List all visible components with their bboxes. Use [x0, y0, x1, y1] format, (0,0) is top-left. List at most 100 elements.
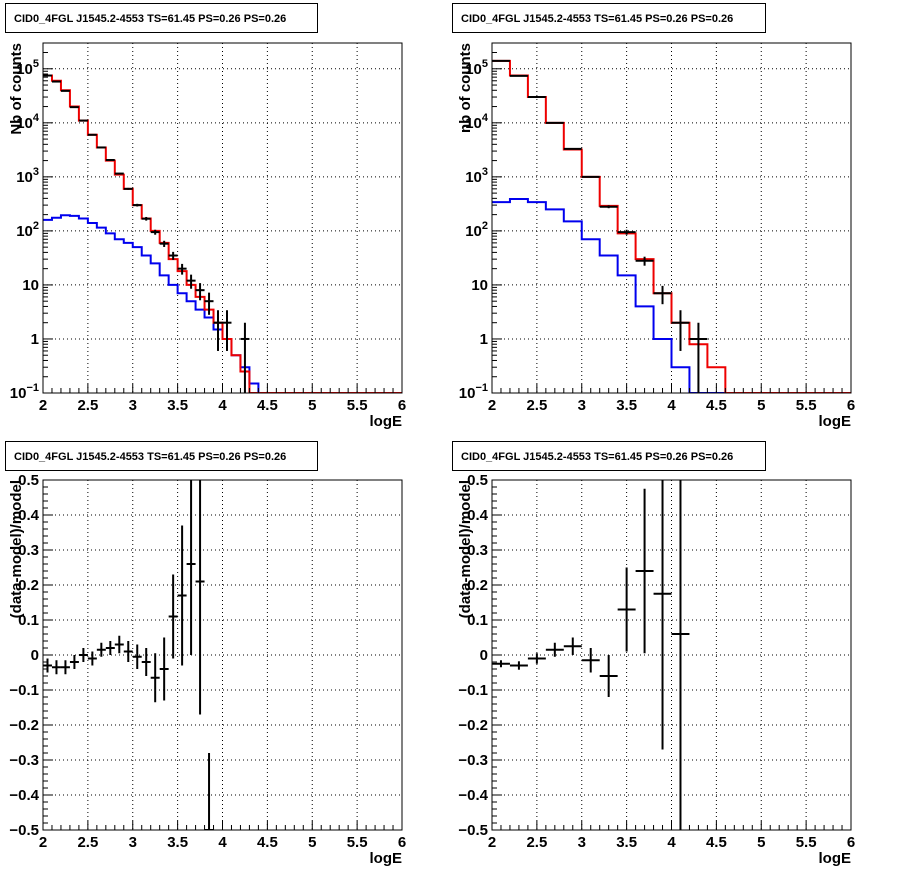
y-tick-label: 0.4	[467, 507, 489, 524]
data-point	[159, 637, 169, 701]
y-tick-label: 0	[31, 647, 39, 664]
data-point	[617, 229, 636, 235]
data-point	[43, 658, 52, 673]
data-point	[141, 648, 151, 676]
data-point	[689, 322, 708, 393]
panel-2-title: CID0_4FGL J1545.2-4553 TS=61.45 PS=0.26 …	[452, 3, 766, 33]
x-tick-label: 4.5	[706, 397, 727, 414]
data-point	[204, 753, 214, 830]
data-point	[599, 205, 618, 209]
y-tick-label: −0.2	[9, 717, 39, 734]
y-tick-label: 103	[465, 166, 488, 186]
data-point	[132, 644, 142, 669]
panel-4-title: CID0_4FGL J1545.2-4553 TS=61.45 PS=0.26 …	[452, 441, 766, 471]
x-tick-label: 3.5	[616, 834, 637, 851]
x-tick-label: 3.5	[616, 397, 637, 414]
x-tick-label: 3	[129, 834, 137, 851]
plot-area	[43, 480, 214, 830]
data-point	[599, 655, 618, 697]
y-axis-title: (data-model)/model	[457, 480, 474, 618]
x-tick-label: 6	[398, 834, 406, 851]
data-point	[240, 322, 250, 393]
x-tick-label: 5	[757, 834, 765, 851]
data-point	[581, 175, 600, 178]
data-point	[132, 203, 142, 207]
data-point	[105, 159, 115, 162]
x-tick-label: 6	[847, 834, 855, 851]
x-tick-label: 5	[308, 834, 316, 851]
x-tick-label: 4	[667, 397, 676, 414]
x-tick-label: 5.5	[796, 397, 817, 414]
data-point	[114, 172, 124, 175]
y-tick-label: 0.3	[18, 542, 39, 559]
data-point	[177, 263, 187, 275]
y-tick-label: −0.4	[9, 787, 39, 804]
y-axis-title: (data-model)/model	[8, 480, 25, 618]
x-axis-title: logE	[819, 413, 852, 430]
data-point	[87, 133, 97, 136]
x-tick-label: 2.5	[526, 834, 547, 851]
data-point	[168, 251, 178, 260]
data-point	[114, 635, 124, 654]
data-point	[51, 660, 61, 675]
x-tick-label: 2	[39, 397, 47, 414]
x-tick-label: 5.5	[347, 397, 368, 414]
y-tick-label: 0.1	[18, 612, 39, 629]
plot-area	[43, 74, 402, 393]
histogram-series-1	[43, 214, 402, 393]
histogram-series-1	[492, 197, 851, 393]
x-tick-label: 4.5	[257, 834, 278, 851]
x-tick-label: 4	[218, 834, 227, 851]
data-point	[563, 147, 582, 150]
y-tick-label: 102	[16, 220, 39, 240]
y-tick-label: 103	[16, 166, 39, 186]
panel-3-title: CID0_4FGL J1545.2-4553 TS=61.45 PS=0.26 …	[5, 441, 318, 471]
x-tick-label: 3	[578, 834, 586, 851]
x-tick-label: 4	[667, 834, 676, 851]
x-tick-label: 2	[488, 834, 496, 851]
x-tick-label: 6	[847, 397, 855, 414]
data-point	[159, 240, 169, 247]
data-point	[69, 655, 79, 669]
data-point	[545, 642, 564, 657]
y-tick-label: 0.2	[18, 577, 39, 594]
x-tick-label: 3	[578, 397, 586, 414]
x-tick-label: 2.5	[77, 834, 98, 851]
data-point	[141, 216, 151, 221]
y-tick-label: 105	[16, 58, 39, 78]
data-point	[78, 648, 88, 662]
y-axis-title: Nb of counts	[8, 43, 25, 135]
data-point	[617, 567, 636, 652]
x-tick-label: 4.5	[257, 397, 278, 414]
y-tick-label: 10	[22, 277, 39, 294]
y-tick-label: 10−1	[459, 382, 488, 402]
x-axis-title: logE	[370, 413, 403, 430]
data-point	[195, 480, 205, 715]
y-tick-label: −0.3	[458, 752, 488, 769]
x-tick-label: 2.5	[526, 397, 547, 414]
panel-1-title: CID0_4FGL J1545.2-4553 TS=61.45 PS=0.26 …	[5, 3, 318, 33]
y-tick-label: 0.1	[467, 612, 488, 629]
x-tick-label: 2	[488, 397, 496, 414]
y-tick-label: 0.5	[467, 472, 488, 489]
plot-area	[492, 480, 690, 830]
data-point	[186, 480, 196, 655]
data-point	[222, 310, 232, 351]
data-point	[563, 637, 582, 655]
data-point	[87, 651, 97, 666]
y-axis-title: nb of counts	[457, 43, 474, 133]
x-tick-label: 5.5	[796, 834, 817, 851]
data-point	[653, 285, 672, 305]
y-tick-label: 1	[480, 331, 488, 348]
y-tick-label: −0.4	[458, 787, 488, 804]
y-tick-label: −0.5	[458, 822, 488, 839]
data-point	[492, 660, 510, 668]
data-point	[509, 661, 528, 670]
x-tick-label: 2.5	[77, 397, 98, 414]
y-tick-label: 0	[480, 647, 488, 664]
data-point	[60, 660, 70, 675]
data-point	[123, 641, 133, 662]
data-point	[96, 642, 106, 657]
data-point	[123, 187, 133, 190]
